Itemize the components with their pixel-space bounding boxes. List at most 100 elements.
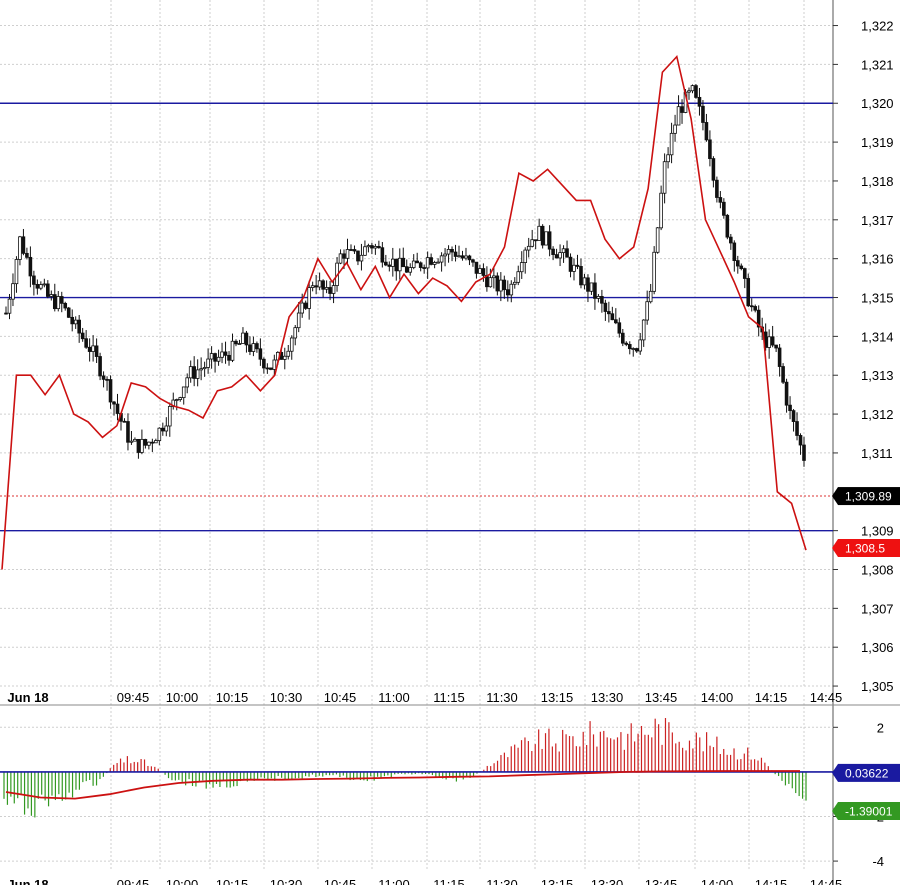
- candle-body: [234, 340, 238, 345]
- current-price-badge-label: 1,308.5: [845, 542, 885, 556]
- last-price-badge-arrow: [832, 487, 838, 506]
- candle-body: [439, 255, 444, 263]
- x-tick-label: 10:30: [270, 877, 303, 885]
- oscillator-signal-badge: -1.39001: [832, 802, 900, 820]
- x-axis-oscillator-panel: Jun 18 09:45 10:00 10:15 10:30 10:45 11:00 11:1…: [7, 877, 842, 885]
- candle-body: [178, 397, 183, 400]
- candle-body: [293, 327, 298, 339]
- candle-body: [495, 275, 500, 292]
- candle-body: [739, 265, 744, 269]
- candle-body: [655, 227, 660, 253]
- candle-body: [492, 275, 496, 279]
- candle-body: [161, 427, 165, 432]
- candle-body: [310, 285, 315, 288]
- candle-body: [269, 367, 273, 370]
- oscillator-panel-grid: [0, 726, 833, 862]
- candle-body: [314, 285, 318, 288]
- x-tick-label: 10:45: [324, 690, 357, 705]
- candle-body: [70, 316, 75, 325]
- y-tick-label: 2: [877, 720, 884, 735]
- candle-body: [617, 322, 622, 334]
- candle-body: [25, 252, 29, 258]
- candle-body: [722, 201, 726, 216]
- candle-body: [415, 260, 419, 264]
- candle-body: [157, 427, 162, 441]
- candle-body: [112, 401, 116, 405]
- candle-body: [774, 344, 778, 349]
- candle-body: [28, 256, 33, 277]
- candle-body: [537, 225, 541, 241]
- candle-body: [133, 438, 137, 442]
- candle-body: [331, 285, 336, 294]
- candle-body: [690, 85, 695, 92]
- candle-body: [429, 257, 433, 265]
- oscillator-value-badge-label: 0.03622: [845, 766, 889, 780]
- candle-body: [32, 275, 36, 285]
- x-tick-label: 13:30: [591, 690, 624, 705]
- candle-body: [499, 279, 503, 292]
- x-tick-label: 11:30: [486, 877, 518, 885]
- candle-body: [457, 255, 461, 258]
- candle-body: [638, 339, 643, 352]
- y-tick-label: 1,308: [861, 562, 894, 577]
- candle-body: [300, 302, 305, 314]
- y-tick-label: 1,309: [861, 524, 894, 539]
- candle-body: [596, 296, 601, 299]
- candle-body: [718, 197, 723, 203]
- candle-body: [746, 278, 751, 307]
- x-tick-label: 10:15: [216, 690, 249, 705]
- candle-body: [460, 255, 465, 259]
- last-price-badge: 1,309.89: [832, 487, 900, 506]
- candle-body: [80, 332, 85, 340]
- x-tick-label: 10:30: [270, 690, 303, 705]
- candle-body: [216, 356, 221, 362]
- candle-body: [735, 260, 740, 267]
- candle-body: [680, 106, 684, 113]
- candle-body: [422, 267, 426, 269]
- candle-body: [432, 262, 437, 265]
- last-price-badge-box: [838, 487, 900, 506]
- candle-body: [627, 344, 632, 350]
- candle-body: [603, 302, 608, 312]
- candle-body: [356, 250, 360, 262]
- y-tick-label: 1,313: [861, 368, 894, 383]
- oscillator-signal-badge-arrow: [832, 802, 838, 820]
- candle-body: [436, 261, 440, 264]
- x-tick-label: 13:15: [541, 690, 574, 705]
- candle-body: [749, 305, 754, 308]
- candle-body: [370, 245, 374, 249]
- oscillator-signal-badge-label: -1.39001: [845, 805, 893, 819]
- candle-body: [35, 283, 40, 289]
- candle-body: [199, 368, 203, 371]
- candle-body: [136, 438, 141, 453]
- candle-body: [321, 280, 325, 290]
- series-line: [1, 54, 807, 570]
- candle-body: [223, 351, 228, 356]
- y-tick-label: 1,311: [861, 446, 893, 461]
- candle-body: [66, 307, 71, 318]
- candle-body: [732, 242, 737, 261]
- candle-body: [767, 336, 771, 348]
- candle-body: [519, 262, 524, 273]
- candle-body: [575, 264, 580, 267]
- x-tick-label: 09:45: [117, 690, 150, 705]
- candle-body: [384, 261, 388, 266]
- candle-body: [115, 403, 120, 414]
- candle-body: [404, 266, 409, 273]
- candle-body: [164, 425, 169, 432]
- candle-body: [296, 312, 301, 329]
- candle-body: [359, 254, 364, 262]
- candle-body: [143, 438, 148, 446]
- x-tick-label: 11:00: [378, 690, 410, 705]
- candle-body: [593, 282, 597, 299]
- candle-body: [391, 258, 395, 267]
- candle-body: [652, 251, 656, 292]
- x-tick-label: 10:15: [216, 877, 249, 885]
- candle-body: [345, 249, 350, 259]
- candle-body: [701, 105, 705, 123]
- value-badges: 1,309.89 1,308.5 0.03622 -1.39001: [832, 487, 900, 820]
- candle-body: [673, 124, 677, 134]
- y-tick-label: 1,306: [861, 640, 894, 655]
- candle-body: [547, 231, 552, 250]
- x-tick-label: 11:15: [433, 877, 465, 885]
